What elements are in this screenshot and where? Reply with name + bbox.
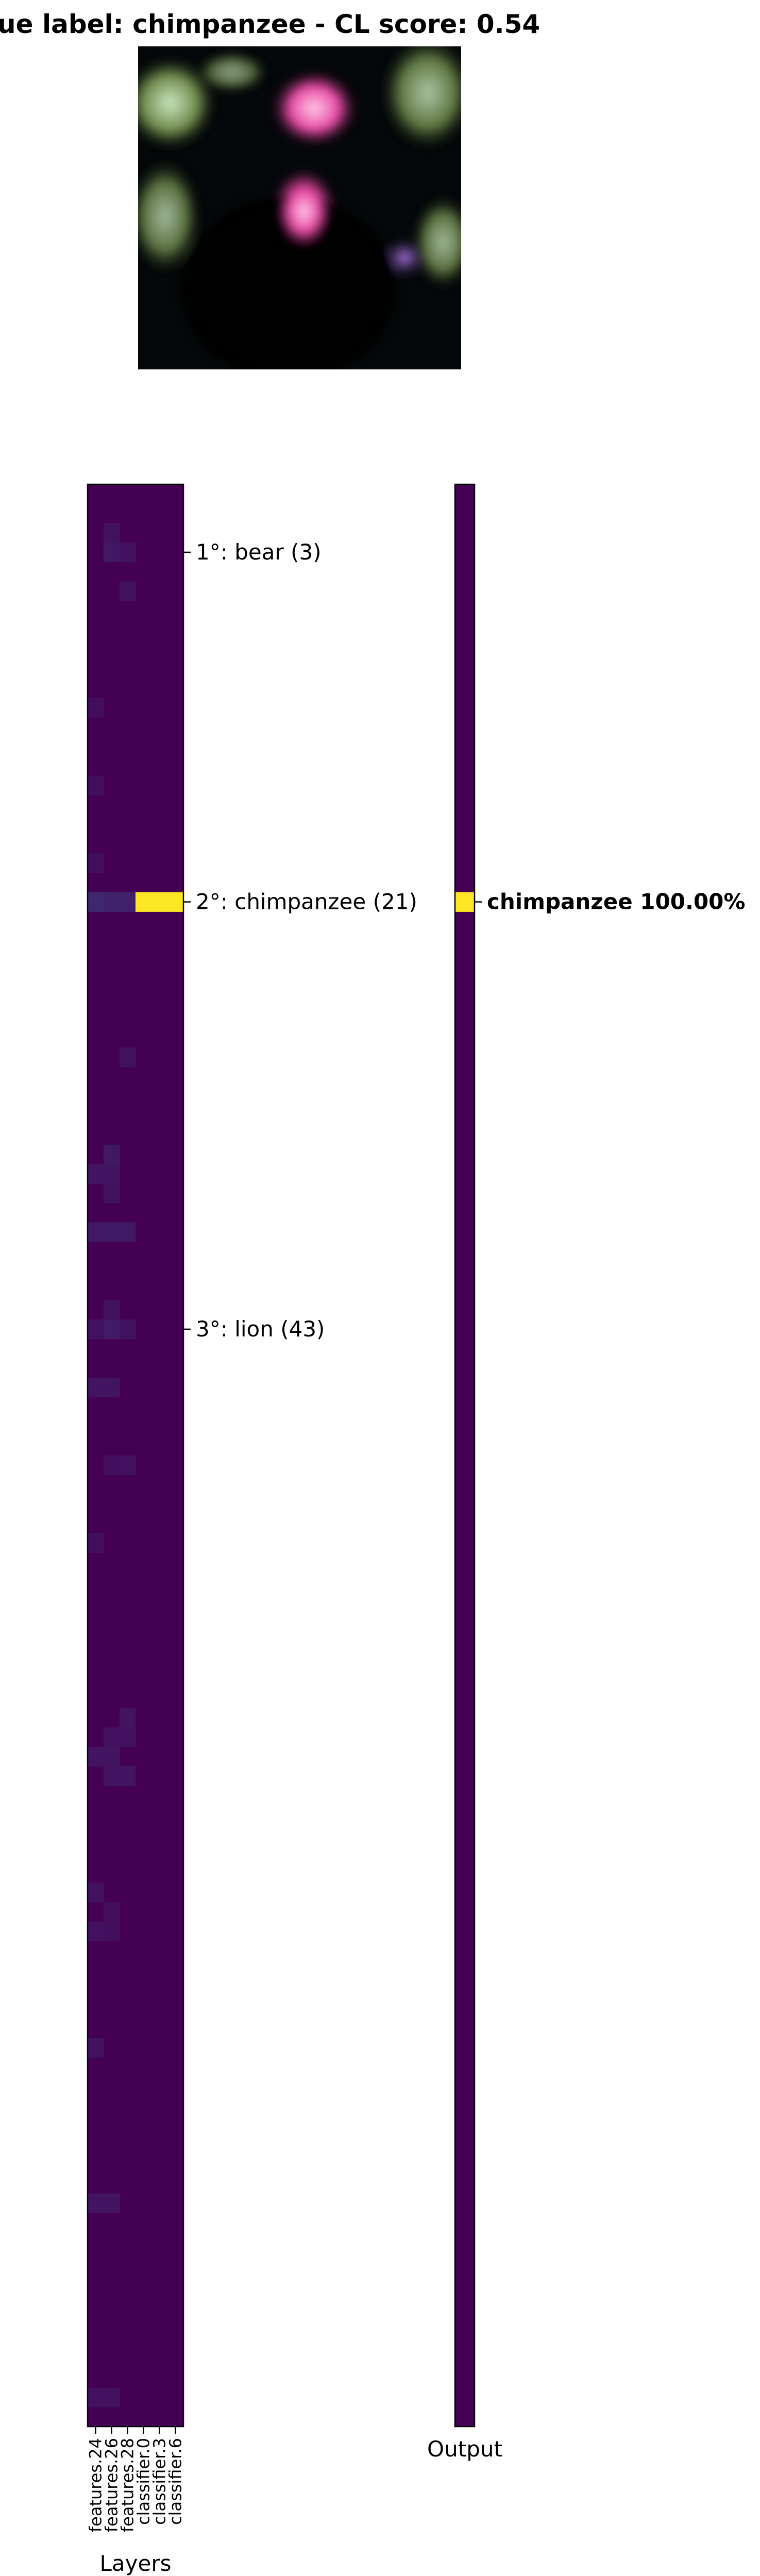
heatmap-cell	[104, 1144, 120, 1164]
heatmap-cell	[104, 523, 120, 543]
output-cell	[455, 892, 475, 912]
heatmap-cell	[120, 543, 136, 563]
heatmap-cell	[120, 892, 136, 912]
heatmap-cell	[120, 1047, 136, 1067]
heatmap-cell	[88, 2193, 104, 2213]
output-heatmap: chimpanzee 100.00% Output	[427, 483, 745, 2462]
heatmap-cell	[136, 892, 152, 912]
heatmap-cell	[104, 1183, 120, 1204]
x-tick-label: classifier.6	[166, 2438, 185, 2525]
y-tick-label: 2°: chimpanzee (21)	[196, 889, 417, 914]
heatmap-cell	[104, 2193, 120, 2213]
heatmap-cell	[88, 1319, 104, 1340]
heatmap-frame	[87, 483, 184, 2428]
heatmap-cell	[120, 1319, 136, 1340]
output-frame	[454, 483, 476, 2428]
x-tick-label: classifier.0	[134, 2438, 154, 2525]
heatmap-cell	[88, 1921, 104, 1941]
heatmap-cell	[104, 1727, 120, 1747]
heatmap-cell	[88, 775, 104, 795]
heatmap-cell	[104, 1455, 120, 1476]
x-tick-label: features.28	[118, 2438, 138, 2532]
heatmap-cell	[120, 1455, 136, 1476]
heatmap-cell	[88, 698, 104, 718]
heatmap-cell	[104, 1164, 120, 1184]
heatmap-cell	[88, 1378, 104, 1398]
heatmap-cell	[88, 1533, 104, 1553]
heatmap-cell	[104, 543, 120, 563]
figure-title: True label: chimpanzee - CL score: 0.54	[0, 9, 540, 39]
heatmap-y-annotations: 1°: bear (3) 2°: chimpanzee (21) 3°: lion …	[183, 539, 417, 1342]
output-cells	[455, 484, 475, 2427]
heatmap-cell	[104, 1902, 120, 1922]
heatmap-cell	[104, 2387, 120, 2408]
heatmap-cell	[104, 1222, 120, 1242]
heatmap-cell	[167, 892, 184, 912]
heatmap-cell	[151, 892, 168, 912]
heatmap-xlabel: Layers	[100, 2551, 172, 2576]
output-xlabel: Output	[427, 2436, 502, 2462]
heatmap-cell	[88, 2387, 104, 2408]
heatmap-cell	[104, 1319, 120, 1340]
heatmap-cell	[104, 1921, 120, 1941]
heatmap-cell	[120, 1222, 136, 1242]
output-annotations: chimpanzee 100.00%	[475, 889, 745, 914]
input-image	[138, 46, 461, 369]
heatmap-x-ticks: features.24features.26features.28classif…	[86, 2427, 185, 2532]
heatmap-cells	[88, 484, 184, 2427]
heatmap-cell	[120, 1708, 136, 1728]
y-tick-label: 1°: bear (3)	[196, 539, 322, 565]
heatmap-cell	[104, 1378, 120, 1398]
heatmap-cell	[88, 892, 104, 912]
heatmap-cell	[88, 1164, 104, 1184]
heatmap-cell	[104, 892, 120, 912]
heatmap-cell	[104, 1747, 120, 1767]
heatmap-cell	[104, 1766, 120, 1786]
heatmap-cell	[120, 1727, 136, 1747]
output-prediction-label: chimpanzee 100.00%	[487, 889, 745, 914]
heatmap-cell	[88, 1747, 104, 1767]
heatmap-cell	[88, 2038, 104, 2058]
layers-heatmap: 1°: bear (3) 2°: chimpanzee (21) 3°: lion …	[86, 483, 417, 2576]
heatmap-cell	[88, 1883, 104, 1903]
x-tick-label: classifier.3	[150, 2438, 170, 2525]
x-tick-label: features.26	[102, 2438, 122, 2532]
heatmap-cell	[88, 853, 104, 873]
output-background	[455, 484, 475, 2427]
heatmap-cell	[88, 1222, 104, 1242]
heatmap-cell	[104, 1300, 120, 1320]
heatmap-cell	[120, 1766, 136, 1786]
heatmap-cell	[120, 581, 136, 601]
x-tick-label: features.24	[86, 2438, 106, 2532]
y-tick-label: 3°: lion (43)	[196, 1316, 325, 1342]
